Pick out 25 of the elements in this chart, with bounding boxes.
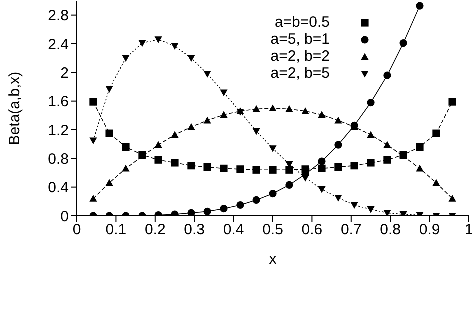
x-tick-label: 0.1	[106, 222, 127, 239]
legend-label: a=2, b=5	[270, 65, 330, 82]
y-tick-label: 0.8	[48, 150, 69, 168]
x-tick-label: 0	[72, 222, 82, 239]
y-tick-label: 1.6	[48, 94, 69, 111]
x-tick-label: 0.8	[380, 222, 402, 239]
x-tick-label: 0.3	[184, 222, 206, 239]
y-axis-title: Beta(a,b,x)	[6, 72, 24, 146]
y-tick-label: 2.8	[48, 8, 69, 25]
x-tick-label: 0.4	[223, 222, 244, 239]
y-tick-label: 0	[60, 208, 69, 226]
legend-label: a=b=0.5	[274, 14, 330, 31]
y-tick-label: 2.4	[48, 36, 69, 54]
legend-label: a=5, b=1	[270, 31, 330, 48]
x-tick-label: 0.7	[340, 222, 362, 239]
x-tick-label: 0.5	[262, 222, 284, 239]
x-tick-label: 1	[464, 222, 474, 239]
y-tick-label: 1.2	[48, 122, 69, 140]
x-axis-title: x	[269, 251, 278, 268]
legend-label: a=2, b=2	[270, 48, 330, 65]
x-tick-label: 0.9	[419, 222, 440, 239]
y-tick-label: 0.4	[48, 180, 69, 197]
y-tick-label: 2	[60, 64, 69, 82]
x-tick-label: 0.6	[302, 222, 323, 239]
x-tick-label: 0.2	[144, 222, 166, 239]
